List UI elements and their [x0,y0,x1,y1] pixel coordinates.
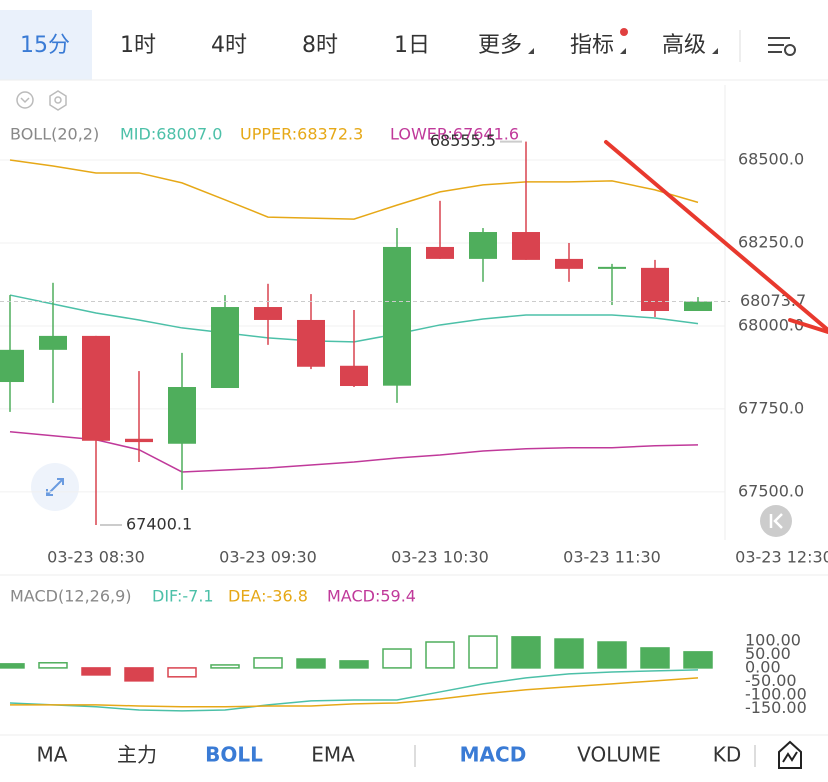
macd-bar [124,667,154,682]
macd-line [9,669,699,712]
x-tick-label: 03-23 08:30 [47,548,145,567]
x-tick-label: 03-23 10:30 [391,548,489,567]
legend-entry: LOWER:67641.6 [390,125,519,144]
macd-bar [382,648,412,669]
macd-bar [253,657,283,669]
candle-body [598,266,626,269]
boll-line [9,431,699,473]
main-indicator-tab[interactable]: MA [37,743,68,767]
y-tick-label: 68500.0 [738,150,804,169]
macd-bar [81,667,111,676]
macd-bar [0,663,25,669]
macd-bar [468,635,498,669]
legend-entry: DEA:-36.8 [228,587,308,606]
candle-body [0,349,24,383]
sub-indicator-tab[interactable]: MACD [460,743,527,767]
candle-body [39,335,67,350]
draw-tool-icon[interactable] [778,740,802,769]
timeframe-tab[interactable]: 高级 [662,33,706,58]
candle-body [168,387,196,444]
candle-body [684,301,712,312]
tool-icons[interactable] [16,90,67,111]
timeframe-tab[interactable]: 更多 [478,33,522,58]
main-indicator-tab[interactable]: BOLL [205,743,263,767]
y-tick-label: 68000.0 [738,315,804,334]
timeframe-tab[interactable]: 指标 [570,33,614,58]
candle-body [340,365,368,387]
macd-line [10,677,699,708]
candle-body [211,307,239,389]
timeframe-tab[interactable]: 8时 [302,33,338,58]
sub-indicator-tab[interactable]: VOLUME [577,743,661,767]
y-tick-label: 100.00 [745,630,801,649]
legend-entry: DIF:-7.1 [152,587,214,606]
candle-body [555,258,583,269]
current-price-label: 68073.7 [740,291,806,310]
y-tick-label: 67500.0 [738,481,804,500]
y-tick-label: 67750.0 [738,398,804,417]
candle-body [254,307,282,320]
x-tick-label: 03-23 09:30 [219,548,317,567]
candle-body [512,232,540,260]
macd-bar [38,662,68,669]
legend-entry: MACD:59.4 [327,587,416,606]
macd-bar [683,651,713,669]
candle-body [297,319,325,367]
candle-body [469,232,497,259]
main-indicator-tab[interactable]: 主力 [117,743,157,767]
macd-bar [511,636,541,669]
annotation-arrow [604,140,828,334]
macd-bar [296,658,326,669]
main-indicator-tab[interactable]: EMA [311,743,355,767]
y-tick-label: -100.00 [745,684,807,703]
settings-icon[interactable] [768,37,796,56]
candle-body [125,438,153,443]
macd-bar [554,638,584,669]
timeframe-tab[interactable]: 4时 [211,33,247,58]
low-label: 67400.1 [126,515,192,534]
x-tick-label: 03-23 12:30 [735,548,828,567]
candle-body [82,335,110,441]
y-tick-label: 50.00 [745,644,791,663]
y-tick-label: -50.00 [745,671,797,690]
candle-body [383,246,411,386]
y-tick-label: 0.00 [745,657,781,676]
timeframe-tab[interactable]: 15分 [20,33,70,58]
scroll-end-icon [769,513,783,529]
y-tick-label: 68250.0 [738,232,804,251]
legend-title: MACD(12,26,9) [10,587,132,606]
high-label: 68555.5 [430,131,496,150]
notification-dot [620,28,628,36]
macd-bar [210,664,240,669]
timeframe-tab[interactable]: 1日 [394,33,430,58]
candle-body [641,267,669,312]
candle-body [426,246,454,259]
macd-bar [167,667,197,678]
macd-bar [339,660,369,669]
active-tab-bg [0,10,92,80]
timeframe-tab[interactable]: 1时 [120,33,156,58]
legend-title: BOLL(20,2) [10,125,99,144]
macd-bar [640,647,670,669]
x-tick-label: 03-23 11:30 [563,548,661,567]
legend-entry: UPPER:68372.3 [240,125,363,144]
y-tick-label: -150.00 [745,698,807,717]
legend-entry: MID:68007.0 [120,125,222,144]
macd-bar [425,641,455,669]
chart-layer: 15分 1时 4时 8时 1日 更多 指标 高级 MA 主力 BOLL EMA MACD VOLUME KD… [0,33,828,767]
dropdown-marks [528,48,718,54]
boll-line [9,159,699,220]
sub-indicator-tab[interactable]: KD [713,743,742,767]
macd-bar [597,641,627,669]
